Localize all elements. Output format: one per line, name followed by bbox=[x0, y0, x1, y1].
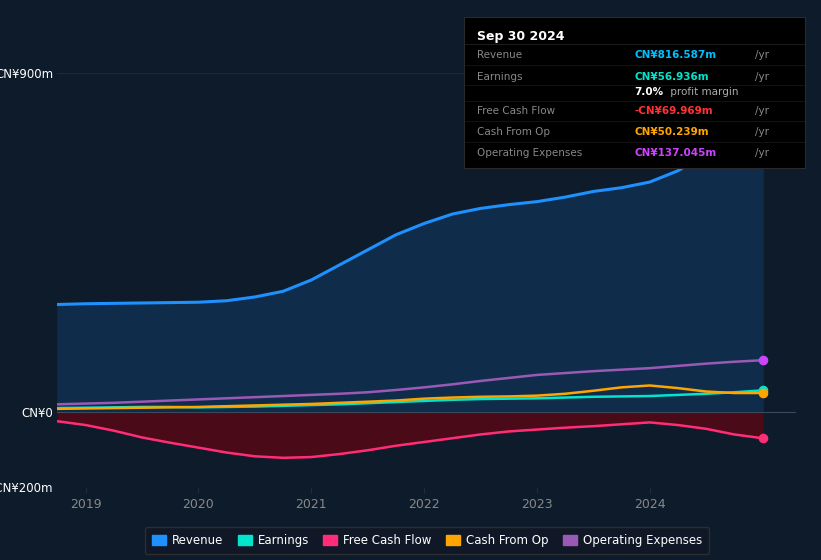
Point bbox=[756, 434, 769, 443]
Text: Sep 30 2024: Sep 30 2024 bbox=[478, 30, 565, 44]
Text: Revenue: Revenue bbox=[478, 50, 523, 59]
Text: Cash From Op: Cash From Op bbox=[478, 127, 551, 137]
Text: /yr: /yr bbox=[755, 72, 769, 82]
Text: /yr: /yr bbox=[755, 105, 769, 115]
Text: Free Cash Flow: Free Cash Flow bbox=[478, 105, 556, 115]
Point bbox=[756, 386, 769, 395]
Text: Earnings: Earnings bbox=[478, 72, 523, 82]
Point bbox=[756, 389, 769, 398]
Text: CN¥56.936m: CN¥56.936m bbox=[635, 72, 709, 82]
Text: 7.0%: 7.0% bbox=[635, 87, 663, 97]
Text: Operating Expenses: Operating Expenses bbox=[478, 148, 583, 158]
Point bbox=[756, 100, 769, 109]
Text: /yr: /yr bbox=[755, 127, 769, 137]
Text: CN¥137.045m: CN¥137.045m bbox=[635, 148, 717, 158]
Text: profit margin: profit margin bbox=[667, 87, 738, 97]
Text: /yr: /yr bbox=[755, 50, 769, 59]
Legend: Revenue, Earnings, Free Cash Flow, Cash From Op, Operating Expenses: Revenue, Earnings, Free Cash Flow, Cash … bbox=[144, 526, 709, 554]
Text: -CN¥69.969m: -CN¥69.969m bbox=[635, 105, 713, 115]
Text: CN¥816.587m: CN¥816.587m bbox=[635, 50, 717, 59]
Text: /yr: /yr bbox=[755, 148, 769, 158]
Text: CN¥50.239m: CN¥50.239m bbox=[635, 127, 709, 137]
Point bbox=[756, 356, 769, 365]
